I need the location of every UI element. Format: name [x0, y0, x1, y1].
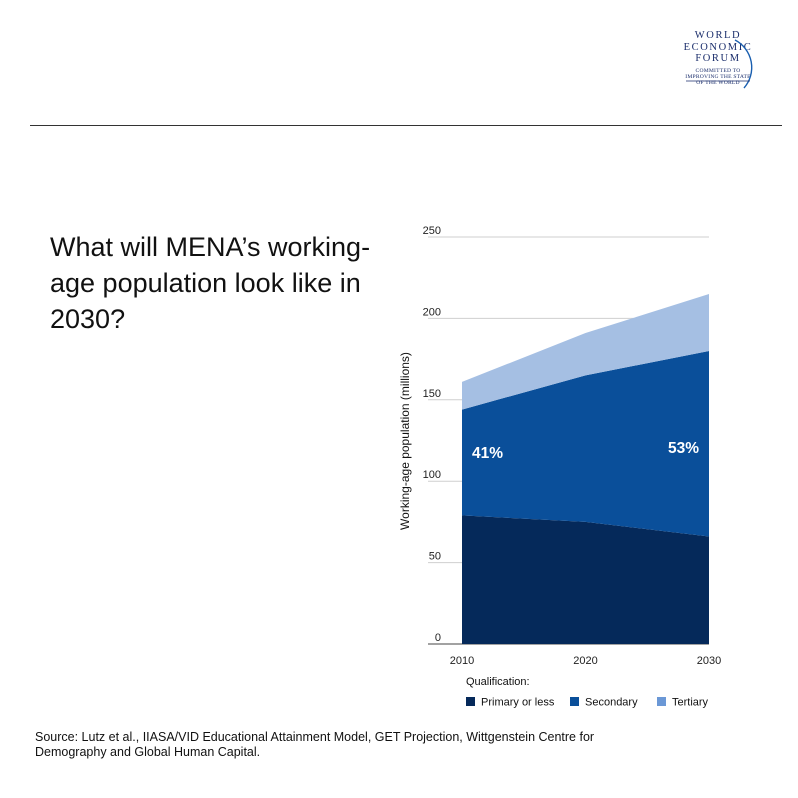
y-tick-label: 200	[423, 306, 441, 318]
area-primary-or-less	[462, 515, 709, 644]
annotation-label: 53%	[668, 440, 699, 457]
legend-swatch	[657, 697, 666, 706]
logo-line-3: FORUM	[695, 53, 741, 64]
legend-swatch	[466, 697, 475, 706]
x-tick-label: 2010	[450, 655, 474, 667]
logo-line-2: ECONOMIC	[683, 41, 753, 53]
y-tick-label: 100	[423, 469, 441, 481]
annotation-label: 41%	[472, 445, 503, 462]
y-tick-label: 0	[435, 632, 441, 644]
logo-tagline-3: OF THE WORLD	[696, 79, 740, 86]
area-tertiary	[462, 293, 709, 410]
logo-tagline-2: IMPROVING THE STATE	[685, 73, 751, 80]
area-layer	[462, 293, 709, 644]
logo-tagline: COMMITTED TO IMPROVING THE STATE OF THE …	[676, 68, 760, 87]
headline: What will MENA’s working-age population …	[50, 232, 371, 334]
wef-logo: WORLD ECONOMIC FORUM COMMITTED TO IMPROV…	[676, 30, 760, 89]
logo-arc-icon	[686, 39, 753, 89]
annotation-layer: 41% 53%	[472, 440, 699, 462]
y-axis-label: Working-age population (millions)	[398, 352, 412, 530]
legend-layer: Qualification: Primary or less Secondary Te…	[466, 676, 709, 709]
logo-line-1: WORLD	[694, 30, 742, 41]
legend-label: Tertiary	[672, 697, 709, 709]
area-secondary	[462, 350, 709, 537]
y-tick-label: 50	[429, 551, 441, 563]
logo-tagline-1: COMMITTED TO	[695, 67, 741, 74]
header-divider	[30, 125, 782, 126]
x-tick-label: 2030	[697, 655, 721, 667]
legend-swatch	[570, 697, 579, 706]
axis-layer: 0 50 100 150 200 250 2010 2020 2030 Working-age p…	[398, 225, 721, 667]
y-tick-label: 150	[423, 388, 441, 400]
legend-label: Secondary	[585, 697, 638, 709]
x-tick-label: 2020	[573, 655, 597, 667]
y-tick-label: 250	[423, 225, 441, 237]
legend-title: Qualification:	[466, 676, 530, 688]
legend-label: Primary or less	[481, 697, 555, 709]
source-note: Source: Lutz et al., IIASA/VID Education…	[35, 730, 595, 759]
